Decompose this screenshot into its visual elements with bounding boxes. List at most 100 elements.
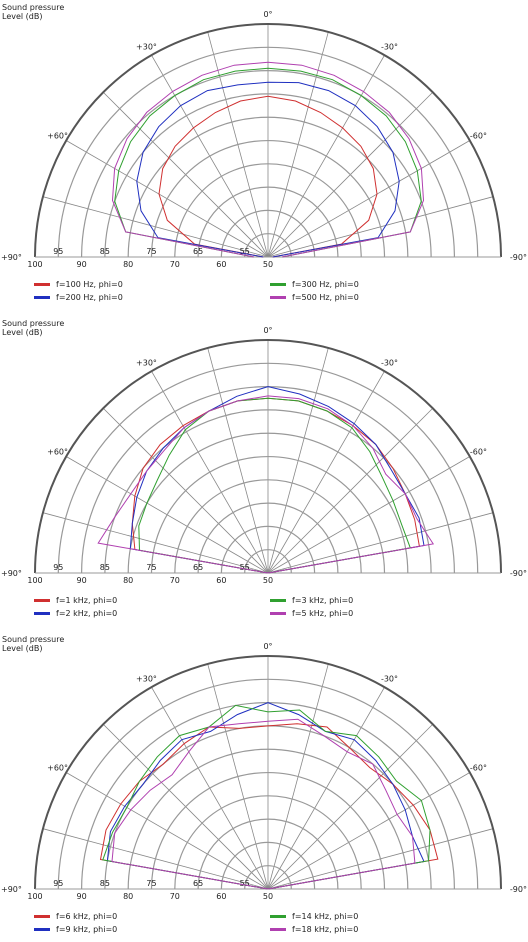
legend-label: f=14 kHz, phi=0	[292, 911, 359, 921]
series-line-4	[97, 395, 435, 574]
r-unit-label: (deg)	[257, 269, 278, 270]
angle-label: +60°	[47, 132, 68, 141]
r-tick-label: 50	[263, 576, 273, 585]
legend-label: f=3 kHz, phi=0	[292, 595, 354, 605]
angle-label: -60°	[470, 764, 487, 773]
r-unit-label: (deg)	[257, 585, 278, 586]
angle-label: +30°	[136, 359, 157, 368]
legend-swatch	[34, 927, 50, 931]
series-line-4	[111, 718, 416, 890]
r-tick-label: 95	[53, 247, 63, 256]
grid-ring	[104, 409, 432, 574]
angle-label: -60°	[470, 132, 487, 141]
grid-ring	[244, 865, 292, 890]
y-axis-label: Sound pressure Level (dB)	[2, 635, 64, 653]
series-line-3	[138, 397, 411, 574]
legend-item: f=5 kHz, phi=0	[270, 607, 353, 619]
r-tick-label: 50	[263, 892, 273, 901]
legend-label: f=6 kHz, phi=0	[56, 911, 118, 921]
legend-swatch	[270, 914, 286, 918]
legend-item: f=6 kHz, phi=0	[34, 910, 117, 922]
legend-swatch	[34, 295, 50, 299]
series-line-4	[111, 61, 425, 258]
grid-ring	[127, 432, 409, 574]
legend-item: f=200 Hz, phi=0	[34, 291, 123, 303]
grid-ring	[127, 748, 409, 890]
grid-ring	[150, 455, 386, 574]
legend-swatch	[270, 295, 286, 299]
r-tick-label: 100	[27, 892, 42, 901]
legend-label: f=18 kHz, phi=0	[292, 924, 359, 934]
legend-item: f=1 kHz, phi=0	[34, 594, 117, 606]
angle-label: +30°	[136, 675, 157, 684]
r-tick-label: 60	[216, 892, 226, 901]
grid-ring	[57, 362, 479, 574]
y-axis-label: Sound pressure Level (dB)	[2, 3, 64, 21]
legend-label: f=300 Hz, phi=0	[292, 279, 359, 289]
legend-swatch	[270, 282, 286, 286]
legend-label: f=100 Hz, phi=0	[56, 279, 123, 289]
legend-swatch	[34, 914, 50, 918]
angle-label: +60°	[47, 764, 68, 773]
angle-label: -30°	[381, 675, 398, 684]
angle-label: 0°	[263, 642, 272, 651]
r-tick-label: 55	[240, 563, 250, 572]
angle-label: -90°	[510, 885, 527, 894]
series-line-2	[106, 702, 425, 890]
angle-label: -30°	[381, 359, 398, 368]
grid-ring	[220, 525, 316, 574]
r-tick-label: 85	[100, 563, 110, 572]
r-tick-label: 85	[100, 879, 110, 888]
grid-ring	[104, 93, 432, 258]
r-tick-label: 65	[193, 247, 203, 256]
r-tick-label: 50	[263, 260, 273, 269]
grid-ring	[244, 549, 292, 574]
r-tick-label: 80	[123, 892, 133, 901]
grid-ring	[150, 139, 386, 258]
series-line-3	[114, 67, 422, 258]
polar-chart-3: Sound pressure Level (dB) 100 95 90 85 80 75 70 6…	[1, 635, 527, 902]
angle-label: +90°	[1, 253, 22, 262]
legend-label: f=500 Hz, phi=0	[292, 292, 359, 302]
r-tick-label: 90	[77, 892, 87, 901]
legend-item: f=3 kHz, phi=0	[270, 594, 353, 606]
grid-ring	[220, 209, 316, 258]
legend-item: f=500 Hz, phi=0	[270, 291, 359, 303]
legend-label: f=200 Hz, phi=0	[56, 292, 123, 302]
legend-item: f=2 kHz, phi=0	[34, 607, 117, 619]
series-line-1	[131, 397, 420, 574]
grid-ring	[57, 46, 479, 258]
grid-ring	[81, 70, 455, 258]
legend-item: f=18 kHz, phi=0	[270, 923, 358, 935]
polar-chart-2: Sound pressure Level (dB) 100 95 90 85 80 75 70 6…	[1, 319, 527, 586]
legend-label: f=1 kHz, phi=0	[56, 595, 118, 605]
r-tick-label: 65	[193, 879, 203, 888]
grid-ring	[34, 655, 502, 890]
r-tick-label: 90	[77, 576, 87, 585]
legend-label: f=2 kHz, phi=0	[56, 608, 118, 618]
legend-label: f=9 kHz, phi=0	[56, 924, 118, 934]
grid-ring	[220, 841, 316, 890]
legend-swatch	[34, 282, 50, 286]
grid-ring	[197, 818, 339, 890]
grid-ring	[174, 795, 362, 890]
legend-item: f=300 Hz, phi=0	[270, 278, 359, 290]
grid-ring	[150, 771, 386, 890]
grid-ring	[34, 339, 502, 574]
r-tick-label: 70	[170, 576, 180, 585]
series-line-1	[158, 95, 378, 258]
legend-item: f=100 Hz, phi=0	[34, 278, 123, 290]
r-tick-label: 95	[53, 879, 63, 888]
legend-item: f=14 kHz, phi=0	[270, 910, 358, 922]
angle-label: +90°	[1, 569, 22, 578]
legend: f=100 Hz, phi=0 f=200 Hz, phi=0 f=300 Hz, …	[0, 278, 528, 308]
r-tick-label: 55	[240, 247, 250, 256]
angle-label: -60°	[470, 448, 487, 457]
grid-ring	[197, 502, 339, 574]
angle-label: -30°	[381, 43, 398, 52]
r-tick-label: 70	[170, 260, 180, 269]
r-tick-label: 100	[27, 576, 42, 585]
r-tick-label: 80	[123, 576, 133, 585]
legend-swatch	[34, 611, 50, 615]
